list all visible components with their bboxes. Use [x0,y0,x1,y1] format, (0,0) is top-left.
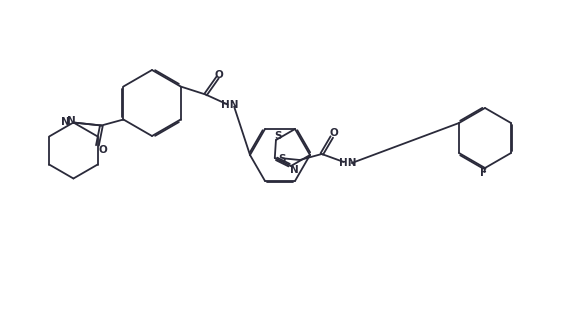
Text: O: O [329,128,338,138]
Text: N: N [290,165,298,175]
Text: F: F [480,168,487,178]
Text: HN: HN [339,158,356,168]
Text: HN: HN [221,100,238,109]
Text: S: S [278,154,286,164]
Text: O: O [214,69,223,79]
Text: N: N [61,117,70,126]
Text: O: O [98,144,107,154]
Text: N: N [67,116,75,126]
Text: S: S [274,131,282,141]
